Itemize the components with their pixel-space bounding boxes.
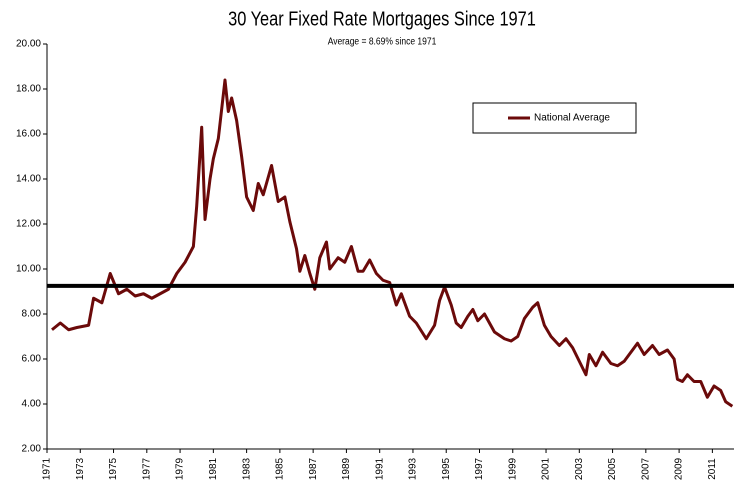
x-tick-label: 1973 xyxy=(75,457,86,480)
chart-title: 30 Year Fixed Rate Mortgages Since 1971 xyxy=(228,7,536,30)
legend-box xyxy=(472,102,637,134)
x-tick-label: 1983 xyxy=(241,457,252,480)
y-tick-label: 10.00 xyxy=(16,264,41,275)
x-tick-label: 1985 xyxy=(275,457,286,480)
x-tick-label: 1987 xyxy=(308,457,319,480)
y-tick-label: 4.00 xyxy=(22,399,42,410)
y-tick-label: 18.00 xyxy=(16,84,41,95)
x-tick-label: 1989 xyxy=(341,457,352,480)
x-tick-label: 1971 xyxy=(42,457,53,480)
y-tick-label: 12.00 xyxy=(16,219,41,230)
legend-label: National Average xyxy=(534,113,610,124)
x-tick-label: 1995 xyxy=(441,457,452,480)
x-tick-label: 1993 xyxy=(408,457,419,480)
y-tick-label: 20.00 xyxy=(16,39,41,50)
y-tick-label: 16.00 xyxy=(16,129,41,140)
y-tick-label: 14.00 xyxy=(16,174,41,185)
x-tick-label: 1999 xyxy=(507,457,518,480)
y-tick-label: 2.00 xyxy=(22,444,42,455)
x-tick-label: 2003 xyxy=(574,457,585,480)
y-tick-label: 8.00 xyxy=(22,309,42,320)
x-tick-label: 1991 xyxy=(374,457,385,480)
y-tick-label: 6.00 xyxy=(22,354,42,365)
chart-subtitle: Average = 8.69% since 1971 xyxy=(328,36,437,47)
x-tick-label: 2001 xyxy=(541,457,552,480)
x-tick-label: 2009 xyxy=(674,457,685,480)
x-tick-label: 1977 xyxy=(141,457,152,480)
x-tick-label: 1979 xyxy=(175,457,186,480)
x-tick-label: 2007 xyxy=(640,457,651,480)
x-tick-label: 2011 xyxy=(707,458,718,480)
x-tick-label: 1975 xyxy=(108,457,119,480)
line xyxy=(51,78,734,408)
x-tick-label: 2005 xyxy=(607,457,618,480)
x-tick-label: 1997 xyxy=(474,457,485,480)
x-tick-label: 1981 xyxy=(208,457,219,480)
